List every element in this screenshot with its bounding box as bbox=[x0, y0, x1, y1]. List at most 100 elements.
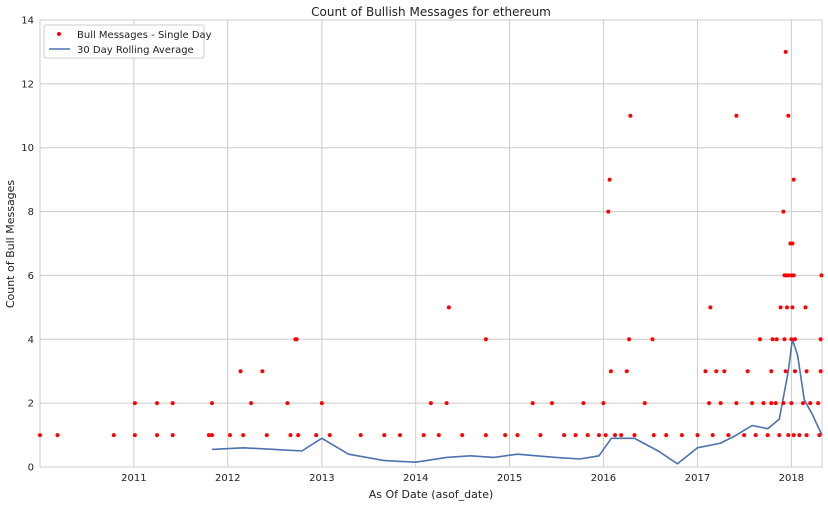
data-point bbox=[314, 433, 319, 438]
legend: Bull Messages - Single Day 30 Day Rollin… bbox=[43, 24, 212, 59]
y-tick-label: 8 bbox=[28, 207, 34, 218]
data-point bbox=[778, 305, 783, 310]
data-point bbox=[761, 401, 766, 406]
data-point bbox=[801, 401, 805, 406]
data-point bbox=[695, 433, 700, 438]
data-point bbox=[803, 305, 808, 310]
data-point bbox=[228, 433, 232, 438]
data-point bbox=[797, 433, 802, 438]
data-point bbox=[55, 433, 60, 438]
data-point bbox=[783, 49, 788, 54]
data-point bbox=[781, 401, 786, 406]
data-point bbox=[607, 177, 612, 182]
data-point bbox=[241, 433, 246, 438]
data-point bbox=[111, 433, 116, 438]
data-point bbox=[753, 433, 758, 438]
data-point bbox=[294, 337, 299, 342]
data-point bbox=[726, 433, 731, 438]
data-point bbox=[619, 433, 624, 438]
data-point bbox=[786, 113, 791, 118]
x-tick-label: 2011 bbox=[121, 473, 146, 484]
data-point bbox=[170, 401, 175, 406]
chart-marks bbox=[38, 49, 824, 465]
data-point bbox=[296, 433, 301, 438]
data-point bbox=[791, 273, 796, 278]
data-point bbox=[603, 433, 608, 438]
data-point bbox=[781, 209, 786, 214]
plot-area bbox=[39, 19, 823, 468]
data-point bbox=[264, 433, 269, 438]
data-point bbox=[581, 401, 586, 406]
y-axis-ticks: 0 2 4 6 8 10 12 14 bbox=[21, 16, 34, 474]
data-point bbox=[624, 369, 629, 374]
data-point bbox=[460, 433, 465, 438]
y-tick-label: 12 bbox=[21, 79, 34, 90]
data-point bbox=[421, 433, 426, 438]
data-point bbox=[170, 433, 175, 438]
data-point bbox=[632, 433, 637, 438]
data-point bbox=[710, 433, 715, 438]
data-point bbox=[758, 337, 762, 342]
data-point bbox=[679, 433, 684, 438]
data-point bbox=[750, 401, 755, 406]
data-point bbox=[707, 401, 712, 406]
x-axis-title: As Of Date (asof_date) bbox=[369, 488, 494, 501]
data-point bbox=[789, 401, 794, 406]
legend-point-marker bbox=[57, 32, 61, 36]
data-point bbox=[585, 433, 590, 438]
data-point bbox=[483, 433, 488, 438]
data-point bbox=[782, 337, 787, 342]
x-tick-label: 2018 bbox=[779, 473, 804, 484]
data-point bbox=[358, 433, 363, 438]
y-axis-title: Count of Bull Messages bbox=[4, 180, 17, 309]
data-point bbox=[769, 369, 774, 374]
data-point bbox=[650, 337, 655, 342]
y-tick-label: 6 bbox=[28, 271, 34, 282]
data-point bbox=[206, 433, 211, 438]
data-point bbox=[791, 433, 796, 438]
grid bbox=[40, 19, 822, 468]
data-point bbox=[804, 369, 809, 374]
data-point bbox=[734, 113, 739, 118]
y-tick-label: 2 bbox=[28, 399, 34, 410]
data-point bbox=[260, 369, 265, 374]
data-point bbox=[718, 401, 723, 406]
y-tick-label: 14 bbox=[21, 16, 34, 27]
data-point bbox=[444, 401, 449, 406]
x-tick-label: 2016 bbox=[591, 473, 616, 484]
data-point bbox=[808, 401, 813, 406]
data-point bbox=[428, 401, 433, 406]
data-point bbox=[816, 401, 821, 406]
data-point bbox=[793, 337, 797, 342]
data-point bbox=[774, 337, 779, 342]
data-point bbox=[155, 433, 159, 438]
data-point bbox=[745, 369, 750, 374]
data-point bbox=[786, 433, 791, 438]
data-point bbox=[382, 433, 387, 438]
data-point bbox=[562, 433, 567, 438]
data-point bbox=[769, 401, 774, 406]
data-point bbox=[786, 273, 791, 278]
legend-label-points: Bull Messages - Single Day bbox=[77, 30, 212, 41]
legend-label-line: 30 Day Rolling Average bbox=[77, 45, 194, 56]
data-point bbox=[288, 433, 293, 438]
data-point bbox=[398, 433, 402, 438]
x-tick-label: 2014 bbox=[403, 473, 428, 484]
data-point bbox=[446, 305, 451, 310]
legend-frame bbox=[43, 24, 205, 59]
data-point bbox=[327, 433, 332, 438]
data-point bbox=[791, 177, 796, 182]
data-point bbox=[628, 113, 633, 118]
data-point bbox=[708, 305, 713, 310]
data-point bbox=[817, 433, 822, 438]
data-point bbox=[38, 433, 42, 438]
data-point bbox=[238, 369, 243, 374]
data-point bbox=[210, 401, 214, 406]
x-axis-ticks: 2011 2012 2013 2014 2015 2016 2017 2018 bbox=[121, 473, 804, 484]
data-point bbox=[132, 401, 137, 406]
data-point bbox=[742, 433, 747, 438]
data-point bbox=[765, 433, 770, 438]
data-point bbox=[550, 401, 554, 406]
x-tick-label: 2012 bbox=[215, 473, 240, 484]
